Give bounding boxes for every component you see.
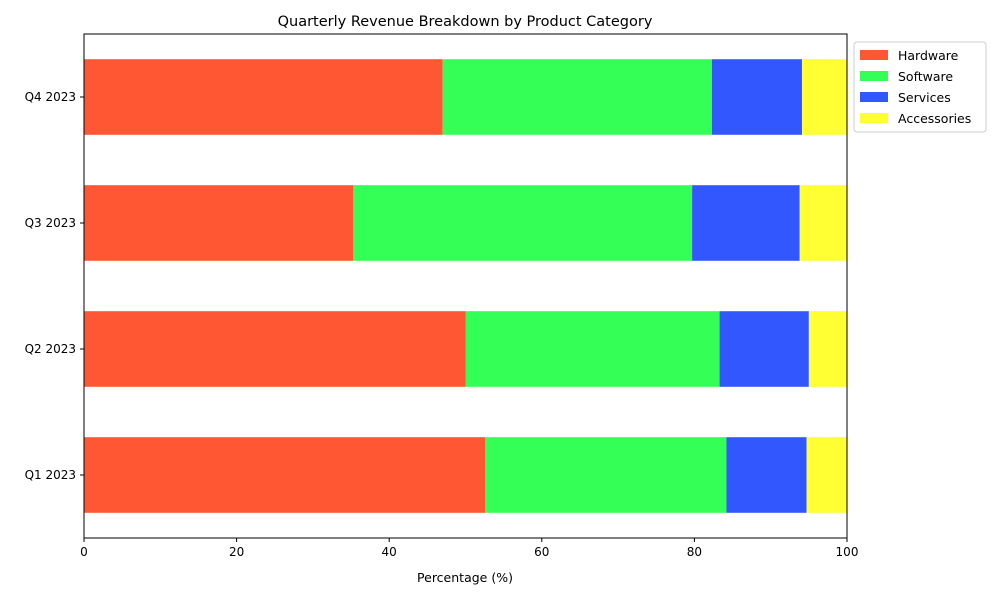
x-axis-label: Percentage (%)	[417, 570, 513, 585]
bar-accessories-q3-2023	[799, 185, 847, 261]
x-tick-label: 100	[836, 545, 859, 559]
legend-swatch-software	[860, 71, 888, 81]
bar-accessories-q2-2023	[808, 311, 847, 387]
legend-swatch-accessories	[860, 113, 888, 123]
bar-services-q4-2023	[711, 59, 802, 135]
legend: Hardware Software Services Accessories	[853, 41, 987, 133]
x-tick-label: 40	[382, 545, 397, 559]
legend-label-hardware: Hardware	[898, 48, 959, 63]
chart-title: Quarterly Revenue Breakdown by Product C…	[278, 14, 653, 30]
legend-swatch-services	[860, 92, 888, 102]
bar-services-q2-2023	[719, 311, 809, 387]
legend-label-services: Services	[898, 90, 951, 105]
legend-label-software: Software	[898, 69, 953, 84]
plot-frame	[83, 33, 848, 539]
y-tick-label: Q4 2023	[25, 90, 76, 104]
legend-label-accessories: Accessories	[898, 111, 971, 126]
bar-software-q2-2023	[465, 311, 720, 387]
bar-software-q4-2023	[442, 59, 712, 135]
legend-swatch-hardware	[860, 50, 888, 60]
y-tick-label: Q1 2023	[25, 468, 76, 482]
x-tick-label: 0	[80, 545, 88, 559]
legend-box	[853, 41, 987, 133]
bar-services-q1-2023	[726, 437, 807, 513]
bar-software-q1-2023	[485, 437, 727, 513]
x-tick-label: 20	[229, 545, 244, 559]
y-axis-ticks: Q1 2023 Q2 2023 Q3 2023 Q4 2023	[25, 90, 84, 482]
bar-accessories-q4-2023	[801, 59, 847, 135]
bar-hardware-q1-2023	[84, 437, 486, 513]
x-tick-label: 60	[534, 545, 549, 559]
bar-hardware-q2-2023	[84, 311, 466, 387]
x-tick-label: 80	[687, 545, 702, 559]
y-tick-label: Q2 2023	[25, 342, 76, 356]
bars-group	[84, 59, 847, 513]
bar-accessories-q1-2023	[806, 437, 847, 513]
bar-software-q3-2023	[353, 185, 693, 261]
bar-hardware-q3-2023	[84, 185, 354, 261]
y-tick-label: Q3 2023	[25, 216, 76, 230]
x-axis-ticks: 0 20 40 60 80 100	[80, 538, 858, 559]
bar-hardware-q4-2023	[84, 59, 443, 135]
bar-services-q3-2023	[692, 185, 800, 261]
